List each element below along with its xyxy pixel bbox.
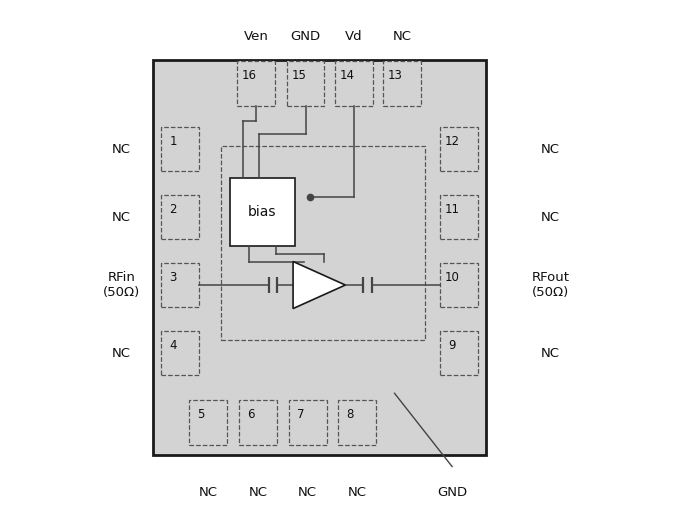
Bar bbox=[440, 331, 478, 376]
Text: 4: 4 bbox=[170, 338, 177, 351]
Bar bbox=[237, 62, 275, 106]
Text: 9: 9 bbox=[448, 338, 456, 351]
Text: RFin
(50Ω): RFin (50Ω) bbox=[103, 271, 140, 299]
Polygon shape bbox=[293, 262, 345, 309]
Text: 13: 13 bbox=[388, 69, 402, 82]
Text: NC: NC bbox=[541, 143, 560, 155]
Bar bbox=[287, 62, 324, 106]
Bar bbox=[239, 401, 277, 445]
Text: 6: 6 bbox=[247, 408, 255, 421]
Bar bbox=[161, 331, 199, 376]
Text: NC: NC bbox=[249, 486, 268, 499]
Bar bbox=[161, 195, 199, 240]
Text: RFout
(50Ω): RFout (50Ω) bbox=[531, 271, 570, 299]
Text: NC: NC bbox=[541, 211, 560, 223]
Text: 12: 12 bbox=[445, 134, 460, 147]
Text: 7: 7 bbox=[297, 408, 305, 421]
Bar bbox=[335, 62, 373, 106]
Text: 8: 8 bbox=[346, 408, 354, 421]
Text: NC: NC bbox=[112, 143, 131, 155]
Bar bbox=[289, 401, 326, 445]
Bar bbox=[289, 401, 326, 445]
Bar bbox=[383, 62, 421, 106]
Text: bias: bias bbox=[248, 205, 277, 219]
Text: GND: GND bbox=[290, 30, 321, 43]
Text: 3: 3 bbox=[170, 270, 177, 283]
Bar bbox=[189, 401, 226, 445]
Bar bbox=[221, 146, 425, 340]
Text: 15: 15 bbox=[291, 69, 306, 82]
Bar bbox=[440, 127, 478, 172]
Text: NC: NC bbox=[112, 211, 131, 223]
Bar bbox=[230, 178, 295, 246]
Text: NC: NC bbox=[298, 486, 317, 499]
Bar bbox=[440, 331, 478, 376]
Bar bbox=[338, 401, 375, 445]
Bar bbox=[440, 195, 478, 240]
Bar bbox=[153, 60, 486, 455]
Bar bbox=[440, 127, 478, 172]
Bar bbox=[335, 62, 373, 106]
Bar bbox=[287, 62, 324, 106]
Text: NC: NC bbox=[347, 486, 367, 499]
Text: NC: NC bbox=[541, 347, 560, 359]
Bar bbox=[440, 195, 478, 240]
Bar bbox=[440, 263, 478, 307]
Text: NC: NC bbox=[112, 347, 131, 359]
Text: 10: 10 bbox=[445, 270, 460, 283]
Text: GND: GND bbox=[437, 486, 467, 499]
Bar bbox=[440, 263, 478, 307]
Bar bbox=[161, 127, 199, 172]
Bar bbox=[383, 62, 421, 106]
Bar bbox=[237, 62, 275, 106]
Text: 16: 16 bbox=[242, 69, 257, 82]
Text: NC: NC bbox=[198, 486, 217, 499]
Text: 11: 11 bbox=[445, 202, 460, 215]
Text: Vd: Vd bbox=[345, 30, 363, 43]
Text: 1: 1 bbox=[170, 134, 177, 147]
Bar bbox=[161, 263, 199, 307]
Bar bbox=[338, 401, 375, 445]
Text: Ven: Ven bbox=[243, 30, 268, 43]
Bar bbox=[161, 331, 199, 376]
Text: 2: 2 bbox=[170, 202, 177, 215]
Bar bbox=[239, 401, 277, 445]
Bar bbox=[189, 401, 226, 445]
Bar bbox=[161, 127, 199, 172]
Bar bbox=[161, 195, 199, 240]
Bar bbox=[161, 263, 199, 307]
Text: 14: 14 bbox=[340, 69, 355, 82]
Text: 5: 5 bbox=[197, 408, 205, 421]
Text: NC: NC bbox=[392, 30, 411, 43]
